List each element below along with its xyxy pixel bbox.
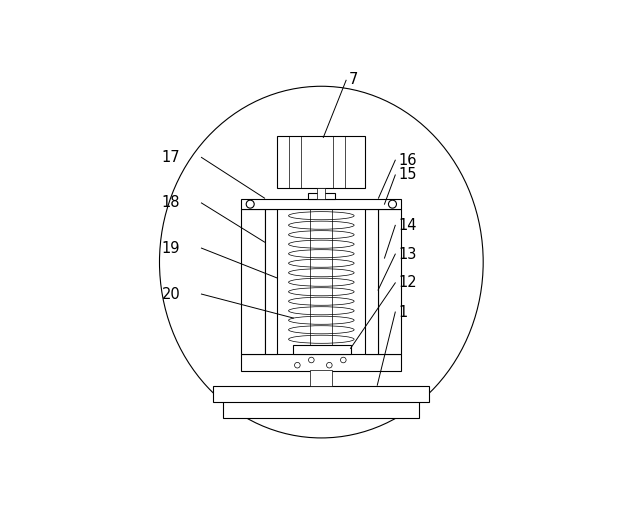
- Circle shape: [340, 357, 346, 363]
- Text: 19: 19: [162, 241, 180, 256]
- Bar: [265, 209, 277, 354]
- Bar: [310, 209, 332, 345]
- Bar: [241, 354, 401, 371]
- Circle shape: [389, 200, 396, 208]
- Text: 1: 1: [398, 305, 408, 320]
- Bar: [366, 209, 378, 354]
- Text: 16: 16: [398, 153, 416, 168]
- Circle shape: [308, 357, 314, 363]
- Bar: [223, 401, 419, 418]
- Bar: [241, 199, 401, 209]
- Text: 14: 14: [398, 218, 416, 233]
- Bar: [308, 193, 335, 199]
- Bar: [378, 209, 401, 354]
- Text: 17: 17: [162, 150, 180, 165]
- Text: 13: 13: [398, 247, 416, 262]
- Bar: [317, 188, 325, 199]
- Bar: [310, 370, 332, 386]
- Bar: [277, 136, 366, 188]
- Text: 18: 18: [162, 196, 180, 210]
- Bar: [241, 209, 265, 354]
- Text: 20: 20: [162, 286, 180, 302]
- Circle shape: [327, 362, 332, 368]
- Text: 15: 15: [398, 168, 416, 183]
- Circle shape: [246, 200, 254, 208]
- Text: 12: 12: [398, 276, 417, 290]
- Text: 7: 7: [349, 72, 358, 87]
- Bar: [293, 345, 350, 354]
- Bar: [213, 386, 429, 402]
- Circle shape: [295, 362, 300, 368]
